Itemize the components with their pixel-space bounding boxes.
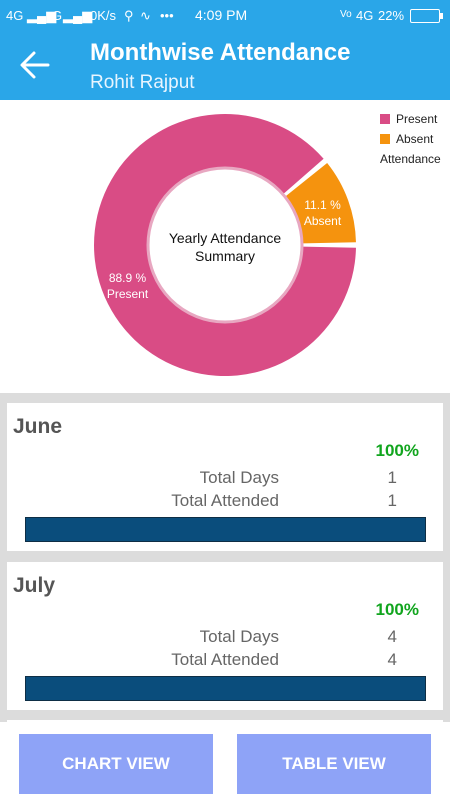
chart-view-button[interactable]: CHART VIEW xyxy=(19,734,213,794)
legend-item-present[interactable]: Present xyxy=(380,112,441,132)
volte-icon: Vo xyxy=(340,9,352,20)
arrow-left-icon xyxy=(20,51,50,79)
activity-icon: ∿ xyxy=(140,8,151,23)
signal-icon-2: ▂▄▆ xyxy=(63,8,93,23)
month-card: July 100% Total Days 4 Total Attended 4 xyxy=(7,562,443,710)
usb-icon: ⚲ xyxy=(124,8,134,23)
battery-icon xyxy=(410,9,443,23)
page-subtitle: Rohit Rajput xyxy=(90,72,195,93)
more-dots-icon: ••• xyxy=(160,8,174,23)
attendance-percent: 100% xyxy=(375,600,419,619)
total-attended-value: 1 xyxy=(387,491,397,510)
signal-icon: ▂▄▆ xyxy=(27,8,57,23)
pie-slice-absent[interactable] xyxy=(285,162,356,244)
legend-swatch-present xyxy=(380,114,390,124)
network-indicator: 4G xyxy=(6,8,24,23)
total-attended-label: Total Attended xyxy=(171,491,279,510)
legend-title: Attendance xyxy=(380,152,441,166)
page-title: Monthwise Attendance xyxy=(90,39,351,66)
app-bar: Monthwise Attendance Rohit Rajput xyxy=(0,30,450,100)
legend-item-absent[interactable]: Absent xyxy=(380,132,441,152)
center-line-2: Summary xyxy=(195,248,255,264)
total-days-value: 1 xyxy=(387,468,397,487)
total-attended-label: Total Attended xyxy=(171,650,279,669)
month-card: June 100% Total Days 1 Total Attended 1 xyxy=(7,403,443,551)
status-bar: 4G ▂▄▆ G ▂▄▆ 0K/s ⚲ ∿ ••• 4:09 PM Vo 4G … xyxy=(0,0,450,30)
battery-percent: 22% xyxy=(378,8,405,23)
total-days-label: Total Days xyxy=(199,468,279,487)
attendance-progress-bar xyxy=(25,517,426,542)
attendance-percent: 100% xyxy=(375,441,419,460)
attendance-progress-bar xyxy=(25,676,426,701)
data-speed: 0K/s xyxy=(90,8,117,23)
slice-label-present: 88.9 % Present xyxy=(106,271,149,301)
progress-fill xyxy=(26,518,425,541)
bottom-button-bar: CHART VIEW TABLE VIEW xyxy=(0,722,450,800)
total-days-value: 4 xyxy=(387,627,397,646)
chart-center-label: Yearly Attendance Summary xyxy=(150,229,300,265)
pie-slice-present[interactable] xyxy=(94,114,356,377)
center-line-1: Yearly Attendance xyxy=(168,230,282,246)
slice-label-absent: 11.1 % Absent xyxy=(303,198,342,228)
progress-fill xyxy=(26,677,425,700)
donut-hole xyxy=(146,166,304,324)
total-days-label: Total Days xyxy=(199,627,279,646)
network-4g: 4G xyxy=(356,8,374,23)
total-attended-value: 4 xyxy=(387,650,397,669)
attendance-chart: Yearly Attendance Summary 11.1 % Absent … xyxy=(0,100,450,393)
clock: 4:09 PM xyxy=(195,7,248,23)
table-view-button[interactable]: TABLE VIEW xyxy=(237,734,431,794)
month-name: July xyxy=(13,574,56,597)
legend-swatch-absent xyxy=(380,134,390,144)
month-name: June xyxy=(13,415,63,438)
chart-legend: Present Absent Attendance xyxy=(380,112,441,166)
g-indicator: G xyxy=(52,8,63,23)
donut-chart xyxy=(94,114,356,377)
back-button[interactable] xyxy=(18,48,52,82)
